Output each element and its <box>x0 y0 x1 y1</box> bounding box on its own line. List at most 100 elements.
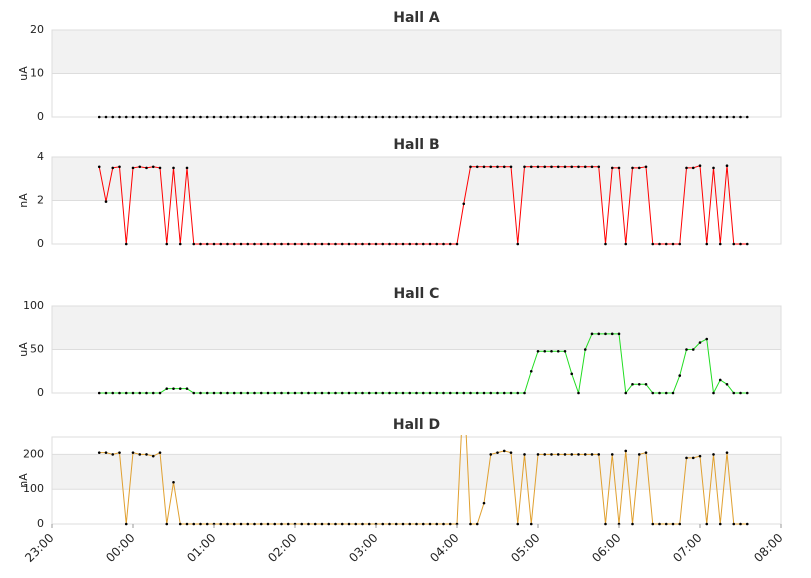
data-point <box>286 242 290 246</box>
y-tick-label: 10 <box>30 67 44 80</box>
data-point <box>469 522 472 526</box>
data-point <box>334 522 337 526</box>
data-point <box>691 115 695 119</box>
data-point <box>192 391 196 395</box>
data-point <box>293 242 297 246</box>
data-point <box>307 242 310 246</box>
plot-band <box>52 306 781 350</box>
data-point <box>455 115 459 119</box>
data-point <box>685 115 688 119</box>
data-point <box>705 522 709 526</box>
data-point <box>469 165 472 169</box>
data-point <box>246 115 250 119</box>
series <box>97 332 749 395</box>
data-point <box>610 332 614 336</box>
data-point <box>401 242 405 246</box>
data-point <box>502 115 506 119</box>
data-point <box>462 391 466 395</box>
data-point <box>516 522 520 526</box>
x-tick-label: 00:00 <box>103 531 137 565</box>
data-point <box>354 522 358 526</box>
data-point <box>320 242 324 246</box>
data-point <box>138 165 142 169</box>
data-point <box>104 451 108 454</box>
data-point <box>691 348 695 351</box>
data-point <box>691 456 695 460</box>
data-point <box>185 115 189 119</box>
data-point <box>543 115 547 119</box>
data-point <box>658 115 661 119</box>
data-point <box>705 242 709 246</box>
data-point <box>745 115 749 119</box>
data-point <box>428 522 432 526</box>
data-point <box>577 115 580 119</box>
data-point <box>415 391 418 395</box>
y-tick-label: 0 <box>37 237 44 250</box>
data-point <box>577 391 580 395</box>
data-point <box>239 242 243 246</box>
data-point <box>145 453 148 456</box>
data-point <box>307 115 310 119</box>
data-point <box>448 522 452 526</box>
data-point <box>327 242 331 246</box>
data-point <box>658 391 661 395</box>
data-point <box>509 115 513 119</box>
data-point <box>145 166 148 170</box>
data-point <box>172 115 175 119</box>
data-point <box>712 391 715 395</box>
data-point <box>212 242 216 246</box>
data-point <box>644 451 648 454</box>
data-point <box>266 522 270 526</box>
data-point <box>300 391 304 395</box>
data-point <box>118 115 121 119</box>
data-point <box>415 242 418 246</box>
data-point <box>482 391 486 395</box>
data-point <box>590 453 594 456</box>
data-point <box>658 522 661 526</box>
data-point <box>408 391 412 395</box>
data-point <box>563 115 567 119</box>
data-point <box>563 349 567 353</box>
data-point <box>536 115 540 119</box>
data-point <box>374 115 378 119</box>
data-point <box>340 391 344 395</box>
data-point <box>381 115 385 119</box>
data-point <box>219 522 223 526</box>
data-point <box>529 369 533 373</box>
data-point <box>246 242 250 246</box>
data-point <box>334 242 337 246</box>
data-point <box>374 242 378 246</box>
data-point <box>367 522 371 526</box>
data-point <box>718 378 722 382</box>
data-point <box>435 242 439 246</box>
data-point <box>550 165 553 169</box>
data-point <box>523 165 526 169</box>
data-point <box>165 522 169 526</box>
data-point <box>637 115 641 119</box>
data-point <box>239 391 243 395</box>
data-point <box>516 115 520 119</box>
data-point <box>739 522 742 526</box>
data-point <box>435 115 439 119</box>
data-point <box>631 383 634 386</box>
data-point <box>624 391 628 395</box>
data-point <box>354 391 358 395</box>
data-point <box>212 115 216 119</box>
data-point <box>678 242 682 246</box>
y-tick-label: 100 <box>23 482 44 495</box>
data-point <box>590 332 594 336</box>
data-point <box>583 348 587 351</box>
data-point <box>462 202 466 206</box>
data-point <box>111 391 115 395</box>
data-point <box>178 522 182 526</box>
data-point <box>610 453 614 456</box>
y-tick-label: 2 <box>37 194 44 207</box>
data-point <box>698 115 702 119</box>
data-point <box>651 115 655 119</box>
data-point <box>388 522 391 526</box>
data-point <box>739 391 742 395</box>
x-tick-label: 23:00 <box>22 531 56 565</box>
data-point <box>496 451 499 454</box>
data-point <box>617 115 621 119</box>
